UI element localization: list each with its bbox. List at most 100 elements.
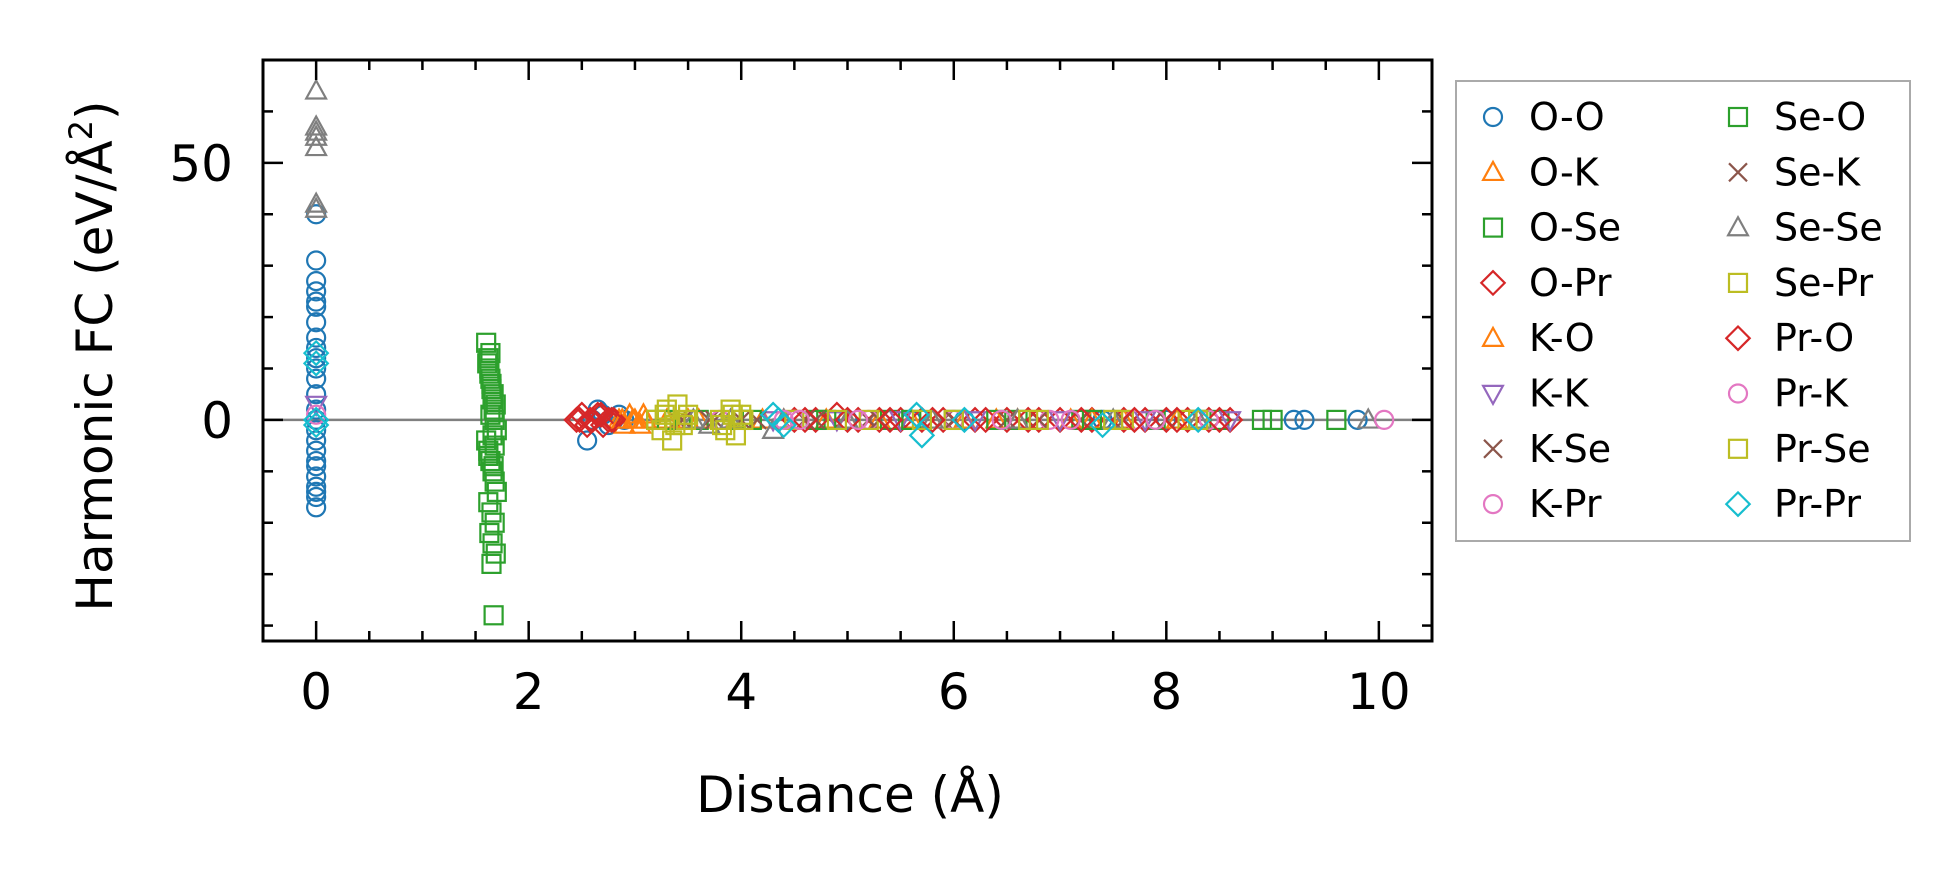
point-Se-Pr [662,430,683,451]
legend-label: Pr-K [1774,372,1849,416]
x-tick-label: 6 [938,663,970,721]
point-Se-O [1081,409,1103,431]
point-O-O [306,368,327,389]
point-Pr-O [1121,406,1148,434]
legend-marker-K-Se [1483,439,1503,459]
point-K-K [963,411,987,433]
series-Pr-Se [654,404,1209,436]
legend-label: O-K [1529,150,1600,194]
point-O-K [628,412,653,434]
point-O-Pr [600,406,627,434]
point-Pr-O [1163,406,1191,434]
point-K-K [304,395,328,418]
legend-marker-Pr-Se [1727,438,1749,459]
point-O-Se [483,399,504,420]
x-axis-label: Distance (Å) [696,766,1004,824]
point-K-Pr [1198,409,1219,431]
point-Se-O [483,456,504,477]
point-O-Se [879,409,901,431]
legend-marker-Se-K [1728,162,1748,183]
plot-frame [261,58,1434,643]
point-Pr-Pr [302,339,330,367]
legend-marker-K-K [1481,384,1505,407]
point-O-Se [1251,409,1273,431]
point-O-O [306,481,327,502]
point-Se-O [478,445,499,467]
point-Pr-Se [711,414,733,436]
point-Pr-Pr [903,401,930,429]
point-O-Se [479,522,500,544]
legend-label: K-O [1529,316,1595,360]
legend-marker-Pr-Pr [1724,490,1752,518]
point-O-O [306,486,327,508]
point-Pr-Pr [1184,406,1212,434]
point-O-O [306,312,327,333]
point-O-Se [478,492,499,513]
point-Pr-Pr [302,350,330,377]
point-K-K [1218,411,1242,433]
point-Pr-O [577,406,604,434]
point-Se-O [481,373,502,395]
point-Pr-Se [826,409,847,431]
point-O-O [306,291,327,312]
point-Pr-Se [665,414,686,436]
point-Pr-O [1014,406,1042,434]
point-Se-Se [304,124,328,146]
point-Se-Pr [677,404,699,425]
legend-label: Pr-Se [1774,427,1871,471]
legend-label: Pr-O [1774,316,1854,360]
point-Pr-Pr [302,411,330,439]
point-Se-Se [304,191,328,213]
point-Se-O [477,353,498,374]
point-Pr-Se [733,409,754,431]
point-Se-O [479,363,500,384]
point-O-O [306,440,327,461]
legend-label: Pr-Pr [1774,482,1861,526]
x-tick-label: 4 [725,663,757,721]
point-Se-O [485,394,506,415]
legend-marker-O-O [1482,106,1504,128]
point-Pr-K [1374,409,1395,431]
x-tick-label: 10 [1347,663,1411,721]
point-Pr-K [1145,409,1166,431]
series-Pr-K [773,409,1395,431]
point-Pr-O [598,406,625,434]
point-Se-Se [1356,407,1380,429]
point-O-O [306,327,327,348]
point-O-O [577,430,598,451]
point-Se-Pr [725,425,747,446]
point-Se-Se [304,196,328,218]
point-Pr-Pr [951,406,978,434]
point-O-Se [484,409,505,431]
point-Pr-O [876,406,904,434]
point-Se-Se [835,407,860,429]
legend-label: O-O [1529,95,1605,139]
y-axis-label-main: Harmonic FC (eV/Å [66,140,124,611]
point-Se-Pr [1177,409,1198,431]
point-Pr-O [1206,406,1233,434]
x-tick-label: 0 [300,663,332,721]
legend-marker-Pr-O [1724,324,1752,352]
point-K-K [1048,411,1072,433]
point-Pr-Se [654,404,675,425]
point-Pr-Se [1018,409,1039,431]
series-Pr-Pr [302,339,1212,449]
point-Pr-Se [675,409,697,431]
y-tick-label: 0 [201,392,233,450]
point-Se-O [986,409,1007,431]
point-Se-Se [304,134,328,157]
point-O-O [306,450,327,472]
series-O-O [306,204,1368,518]
point-O-Pr [1025,406,1053,434]
point-Pr-O [566,406,593,434]
point-Pr-Se [722,404,743,425]
legend: O-O O-K O-Se O-Pr K-O K-K K-Se K-Pr Se-O Se-K Se-S… [1455,80,1911,542]
point-O-O [306,281,327,302]
point-O-Se [486,420,507,441]
point-O-O [306,358,327,379]
legend-marker-K-O [1481,325,1505,347]
point-O-Se [481,502,502,523]
point-Se-Se [1005,407,1030,429]
point-K-K [888,411,913,433]
point-O-O [306,497,327,518]
